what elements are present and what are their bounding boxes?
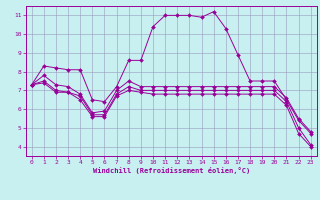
X-axis label: Windchill (Refroidissement éolien,°C): Windchill (Refroidissement éolien,°C) <box>92 167 250 174</box>
